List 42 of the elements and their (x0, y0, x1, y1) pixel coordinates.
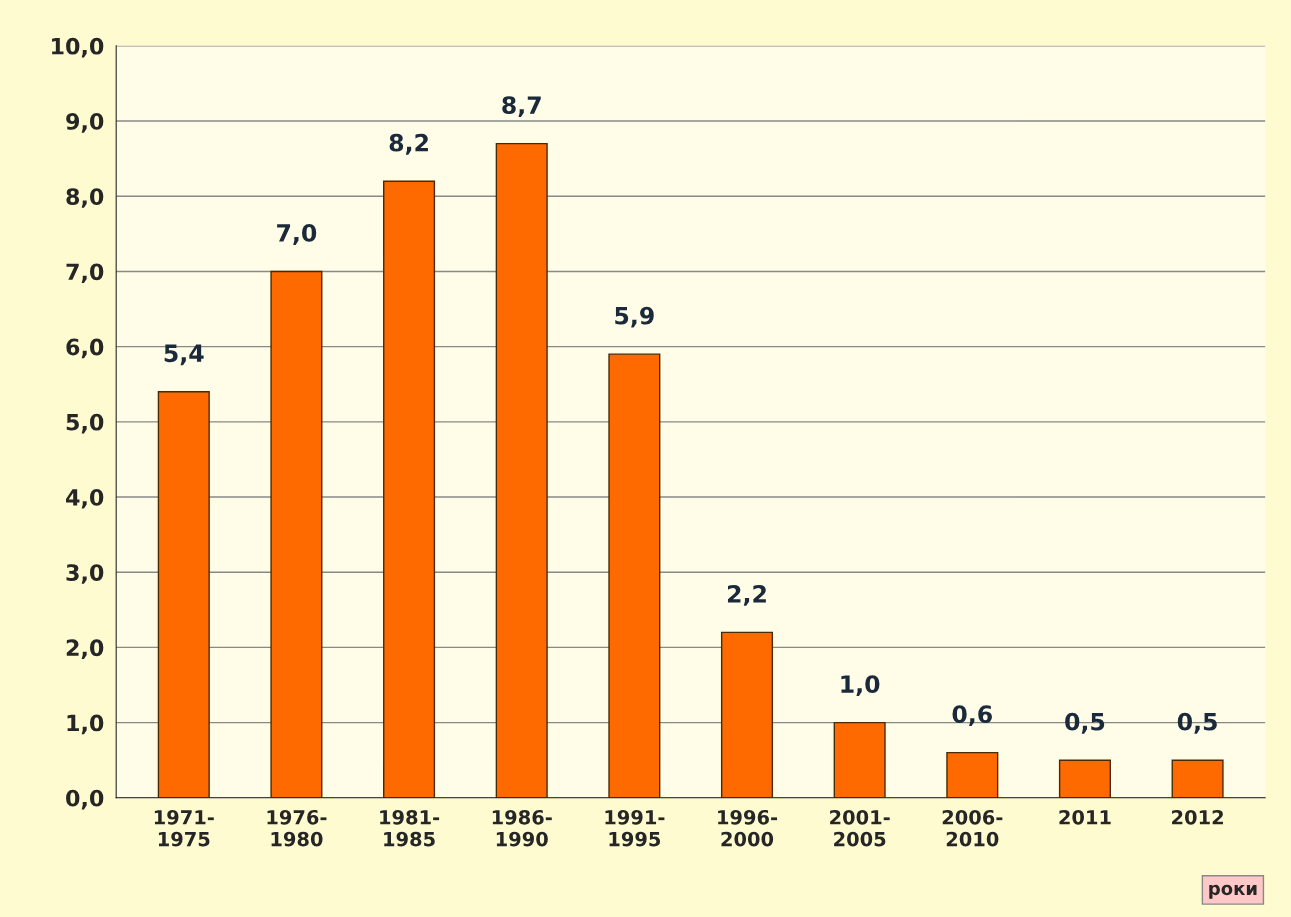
text: роки (1209, 884, 1257, 899)
data-label: 5,4 (164, 344, 204, 366)
bar (833, 721, 886, 798)
y-tick-label: 6,0 (66, 338, 104, 359)
y-tick-label: 7,0 (66, 263, 104, 284)
bar (270, 270, 323, 798)
x-tick-label: 2012 (1172, 809, 1223, 825)
data-label: 1,0 (841, 675, 880, 697)
y-tick-label: 5,0 (66, 413, 104, 434)
data-label: 2,2 (727, 584, 766, 606)
data-label: 0,5 (1177, 712, 1217, 734)
x-tick-label: 2006- 2010 (942, 809, 1003, 847)
y-tick-label: 1,0 (67, 714, 104, 735)
bar (1171, 759, 1224, 798)
data-label: 0,6 (952, 705, 992, 727)
y-tick-label: 0,0 (66, 789, 104, 810)
bar (157, 391, 210, 798)
x-tick-label: 2001- 2005 (830, 809, 890, 847)
x-tick-label: 1996- 2000 (718, 809, 778, 847)
y-tick-label: 3,0 (66, 564, 104, 584)
data-label: 8,2 (389, 133, 428, 155)
x-tick-label: 1991- 1995 (605, 809, 665, 847)
x-tick-label: 2011 (1059, 809, 1111, 825)
bar (383, 180, 436, 798)
bar (608, 353, 661, 798)
data-label: 0,5 (1065, 712, 1105, 734)
y-tick-label: 4,0 (66, 488, 104, 509)
bar (720, 631, 774, 798)
bar (1058, 759, 1111, 798)
y-tick-label: 2,0 (66, 639, 104, 659)
x-tick-label: 1981- 1985 (380, 809, 440, 847)
y-tick-label: 8,0 (66, 188, 104, 208)
x-tick-label: 1986- 1990 (492, 809, 552, 847)
data-label: 8,7 (502, 96, 541, 118)
data-label: 5,9 (615, 306, 654, 328)
data-label: 7,0 (277, 224, 317, 245)
bar (946, 751, 999, 798)
x-tick-label: 1976- 1980 (267, 809, 327, 847)
y-tick-label: 9,0 (66, 112, 104, 133)
bar (495, 142, 548, 798)
x-tick-label: 1971- 1975 (154, 809, 214, 847)
y-tick-label: 10,0 (52, 37, 104, 58)
